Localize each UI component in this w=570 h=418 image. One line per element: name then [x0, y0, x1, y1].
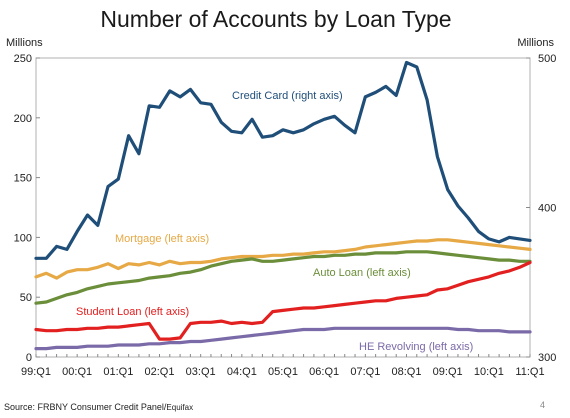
left-tick-label: 50 [20, 292, 32, 304]
x-tick-label: 11:Q1 [515, 366, 544, 378]
series-line-mortgage [34, 238, 532, 280]
x-tick-label: 00:Q1 [62, 366, 92, 378]
x-tick-label: 05:Q1 [268, 366, 298, 378]
series-line-auto-loan [34, 250, 532, 305]
x-tick-label: 10:Q1 [474, 366, 504, 378]
left-axis: 0 50 100 150 200 250 [14, 53, 40, 364]
left-axis-unit: Millions [6, 37, 43, 49]
right-axis-unit: Millions [517, 37, 554, 49]
x-tick-label: 08:Q1 [392, 366, 422, 378]
x-tick-label: 09:Q1 [433, 366, 463, 378]
series-line-student-loan [34, 260, 532, 341]
left-tick-label: 0 [26, 352, 32, 364]
right-axis: 300 400 500 [526, 53, 556, 364]
series-lines [34, 60, 532, 351]
x-tick-label: 06:Q1 [309, 366, 339, 378]
series-line-credit-card [34, 60, 532, 260]
right-tick-label: 400 [538, 203, 556, 215]
source-note: Source: FRBNY Consumer Credit Panel/Equi… [4, 402, 193, 412]
source-brand: Equifax [166, 403, 193, 412]
x-axis: 99:Q1 00:Q1 01:Q1 02:Q1 03:Q1 04:Q1 05:Q1 06:Q1… [21, 354, 545, 378]
label-credit-card: Credit Card (right axis) [232, 90, 343, 102]
label-mortgage: Mortgage (left axis) [115, 233, 209, 245]
source-text: Source: FRBNY Consumer Credit Panel/ [4, 402, 167, 412]
label-student-loan: Student Loan (left axis) [76, 306, 189, 318]
x-tick-label: 02:Q1 [145, 366, 175, 378]
series-line-he-revolving [34, 326, 532, 351]
label-auto-loan: Auto Loan (left axis) [313, 267, 411, 279]
left-tick-label: 100 [14, 232, 32, 244]
left-tick-label: 200 [14, 113, 32, 125]
label-he-revolving: HE Revolving (left axis) [359, 341, 473, 353]
page-number: 4 [540, 400, 545, 410]
x-tick-label: 01:Q1 [103, 366, 133, 378]
left-tick-label: 250 [14, 53, 32, 65]
x-tick-label: 03:Q1 [186, 366, 216, 378]
x-tick-label: 99:Q1 [21, 366, 51, 378]
right-tick-label: 300 [538, 352, 556, 364]
chart-title: Number of Accounts by Loan Type [100, 6, 451, 32]
left-tick-label: 150 [14, 173, 32, 185]
x-tick-label: 07:Q1 [350, 366, 380, 378]
right-tick-label: 500 [538, 53, 556, 65]
x-tick-label: 04:Q1 [227, 366, 257, 378]
